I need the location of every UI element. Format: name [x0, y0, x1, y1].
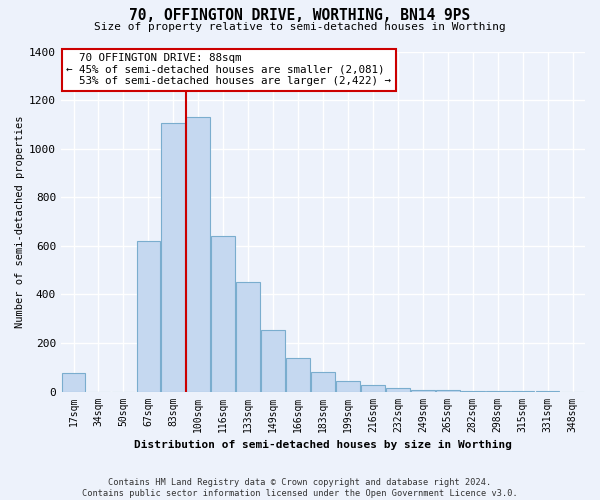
Bar: [187, 117, 210, 392]
Bar: [311, 372, 335, 392]
X-axis label: Distribution of semi-detached houses by size in Worthing: Distribution of semi-detached houses by …: [134, 440, 512, 450]
Bar: [286, 358, 310, 392]
Bar: [261, 330, 285, 392]
Y-axis label: Number of semi-detached properties: Number of semi-detached properties: [15, 116, 25, 328]
Bar: [211, 236, 235, 392]
Bar: [386, 388, 410, 392]
Bar: [411, 390, 434, 392]
Bar: [62, 374, 85, 392]
Text: 70 OFFINGTON DRIVE: 88sqm
← 45% of semi-detached houses are smaller (2,081)
  53: 70 OFFINGTON DRIVE: 88sqm ← 45% of semi-…: [66, 53, 391, 86]
Text: Size of property relative to semi-detached houses in Worthing: Size of property relative to semi-detach…: [94, 22, 506, 32]
Bar: [436, 390, 460, 392]
Bar: [161, 123, 185, 392]
Bar: [236, 282, 260, 392]
Bar: [461, 391, 485, 392]
Bar: [336, 380, 360, 392]
Text: Contains HM Land Registry data © Crown copyright and database right 2024.
Contai: Contains HM Land Registry data © Crown c…: [82, 478, 518, 498]
Bar: [137, 241, 160, 392]
Bar: [361, 386, 385, 392]
Text: 70, OFFINGTON DRIVE, WORTHING, BN14 9PS: 70, OFFINGTON DRIVE, WORTHING, BN14 9PS: [130, 8, 470, 22]
